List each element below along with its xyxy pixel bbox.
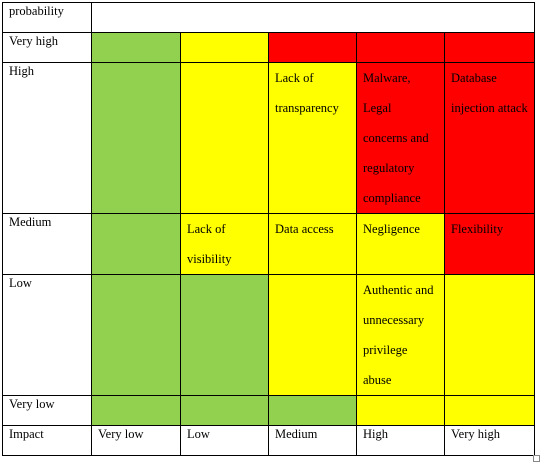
impact-col-medium: Medium — [268, 425, 357, 456]
risk-cell: Data access — [268, 213, 357, 275]
risk-cell — [444, 32, 535, 63]
risk-cell: Negligence — [356, 213, 445, 275]
row-label: High — [2, 62, 92, 214]
risk-cell — [180, 62, 269, 214]
risk-cell — [444, 274, 535, 396]
row-label: Very high — [2, 32, 92, 63]
risk-cell — [180, 395, 269, 426]
matrix-row: High Lack of transparency Malware, Legal c… — [2, 62, 535, 214]
header-empty-cell — [91, 2, 535, 33]
risk-text: Authentic and unnecessary privilege abus… — [363, 283, 434, 387]
risk-cell: Lack of visibility — [180, 213, 269, 275]
matrix-row: Medium Lack of visibility Data access Negli… — [2, 213, 535, 275]
impact-row: Impact Very low Low Medium High Very hig… — [2, 425, 535, 456]
risk-cell — [180, 274, 269, 396]
risk-cell — [91, 274, 181, 396]
impact-col-very-low: Very low — [91, 425, 181, 456]
risk-text: Lack of visibility — [187, 222, 232, 266]
probability-label: probability — [2, 2, 92, 33]
row-label: Low — [2, 274, 92, 396]
header-row: probability — [2, 2, 535, 33]
risk-cell: Malware, Legal concerns and regulatory c… — [356, 62, 445, 214]
risk-text: Database injection attack — [451, 71, 528, 115]
risk-cell: Authentic and unnecessary privilege abus… — [356, 274, 445, 396]
matrix-row: Very high — [2, 32, 535, 63]
risk-text: Malware, Legal concerns and regulatory c… — [363, 71, 429, 205]
risk-cell: Flexibility — [444, 213, 535, 275]
matrix-row: Very low — [2, 395, 535, 426]
risk-text: Lack of transparency — [275, 71, 339, 115]
matrix-row: Low Authentic and unnecessary privilege a… — [2, 274, 535, 396]
impact-col-very-high: Very high — [444, 425, 535, 456]
risk-cell: Database injection attack — [444, 62, 535, 214]
risk-text: Data access — [275, 222, 334, 236]
risk-cell — [91, 395, 181, 426]
impact-label: Impact — [2, 425, 92, 456]
risk-text: Negligence — [363, 222, 420, 236]
impact-col-high: High — [356, 425, 445, 456]
risk-cell — [91, 32, 181, 63]
probability-text: probability — [9, 4, 64, 18]
risk-cell — [356, 395, 445, 426]
risk-cell — [180, 32, 269, 63]
risk-text: Flexibility — [451, 222, 504, 236]
impact-col-low: Low — [180, 425, 269, 456]
impact-text: Impact — [9, 427, 44, 441]
risk-cell — [91, 213, 181, 275]
risk-cell — [356, 32, 445, 63]
row-label: Medium — [2, 213, 92, 275]
risk-cell — [444, 395, 535, 426]
risk-cell — [268, 395, 357, 426]
risk-cell — [268, 274, 357, 396]
risk-cell: Lack of transparency — [268, 62, 357, 214]
risk-cell — [91, 62, 181, 214]
row-label: Very low — [2, 395, 92, 426]
table-resize-handle[interactable] — [533, 455, 540, 462]
risk-matrix-table: probability Very high High Lack of transpa… — [2, 2, 535, 456]
risk-cell — [268, 32, 357, 63]
